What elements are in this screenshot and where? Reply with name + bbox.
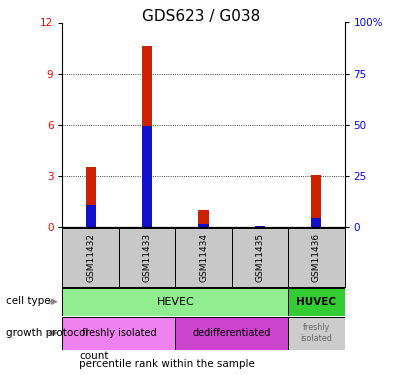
Text: dedifferentiated: dedifferentiated [193, 328, 271, 338]
Bar [85, 167, 96, 227]
Text: GSM11433: GSM11433 [143, 232, 152, 282]
Text: count: count [79, 351, 109, 361]
FancyBboxPatch shape [62, 228, 119, 287]
Text: percentile rank within the sample: percentile rank within the sample [79, 359, 255, 369]
Bar [255, 225, 265, 227]
Text: freshly
isolated: freshly isolated [300, 323, 332, 343]
FancyBboxPatch shape [175, 228, 232, 287]
FancyBboxPatch shape [288, 228, 345, 287]
Bar [255, 225, 265, 227]
Text: GSM11432: GSM11432 [86, 233, 95, 282]
FancyBboxPatch shape [62, 288, 288, 316]
Bar [85, 205, 96, 227]
Bar [198, 210, 209, 227]
Text: GSM11434: GSM11434 [199, 233, 208, 282]
FancyBboxPatch shape [119, 228, 175, 287]
Text: HEVEC: HEVEC [156, 297, 194, 307]
Bar [198, 224, 209, 227]
Text: GDS623 / G038: GDS623 / G038 [142, 9, 261, 24]
FancyBboxPatch shape [175, 316, 288, 350]
FancyBboxPatch shape [232, 228, 288, 287]
FancyBboxPatch shape [288, 288, 345, 316]
Bar [142, 126, 152, 227]
Text: cell type: cell type [6, 297, 51, 306]
Bar [142, 46, 152, 227]
Text: growth protocol: growth protocol [6, 328, 88, 338]
Bar [311, 217, 322, 227]
FancyBboxPatch shape [288, 316, 345, 350]
Text: GSM11436: GSM11436 [312, 232, 321, 282]
Text: GSM11435: GSM11435 [256, 232, 264, 282]
FancyBboxPatch shape [62, 316, 175, 350]
Bar [311, 175, 322, 227]
Text: freshly isolated: freshly isolated [81, 328, 156, 338]
Text: HUVEC: HUVEC [296, 297, 337, 307]
